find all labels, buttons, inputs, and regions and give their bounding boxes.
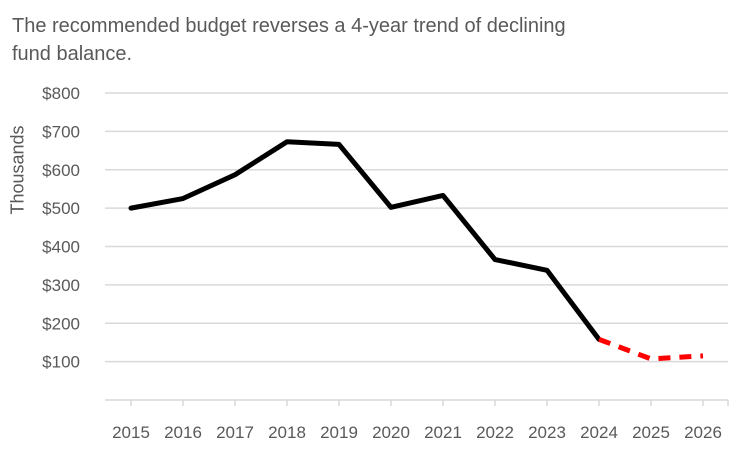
x-tick-label: 2015 (112, 423, 150, 442)
x-tick-label: 2021 (424, 423, 462, 442)
x-tick-label: 2023 (528, 423, 566, 442)
y-tick-label: $500 (42, 199, 80, 218)
x-tick-label: 2017 (216, 423, 254, 442)
y-tick-label: $700 (42, 122, 80, 141)
x-tick-label: 2022 (476, 423, 514, 442)
actual-series-line (128, 139, 602, 342)
x-tick-label: 2016 (164, 423, 202, 442)
x-tick-label: 2026 (684, 423, 722, 442)
x-tick-label: 2020 (372, 423, 410, 442)
x-tick-label: 2018 (268, 423, 306, 442)
x-tick-label: 2025 (632, 423, 670, 442)
x-tick-label: 2019 (320, 423, 358, 442)
x-tick-label: 2024 (580, 423, 618, 442)
y-tick-label: $400 (42, 238, 80, 257)
y-tick-label: $300 (42, 276, 80, 295)
chart-title: The recommended budget reverses a 4-year… (12, 15, 566, 65)
y-tick-label: $800 (42, 84, 80, 103)
projected-series-line (598, 337, 704, 362)
y-tick-label: $200 (42, 314, 80, 333)
y-tick-label: $100 (42, 353, 80, 372)
y-tick-label: $600 (42, 161, 80, 180)
